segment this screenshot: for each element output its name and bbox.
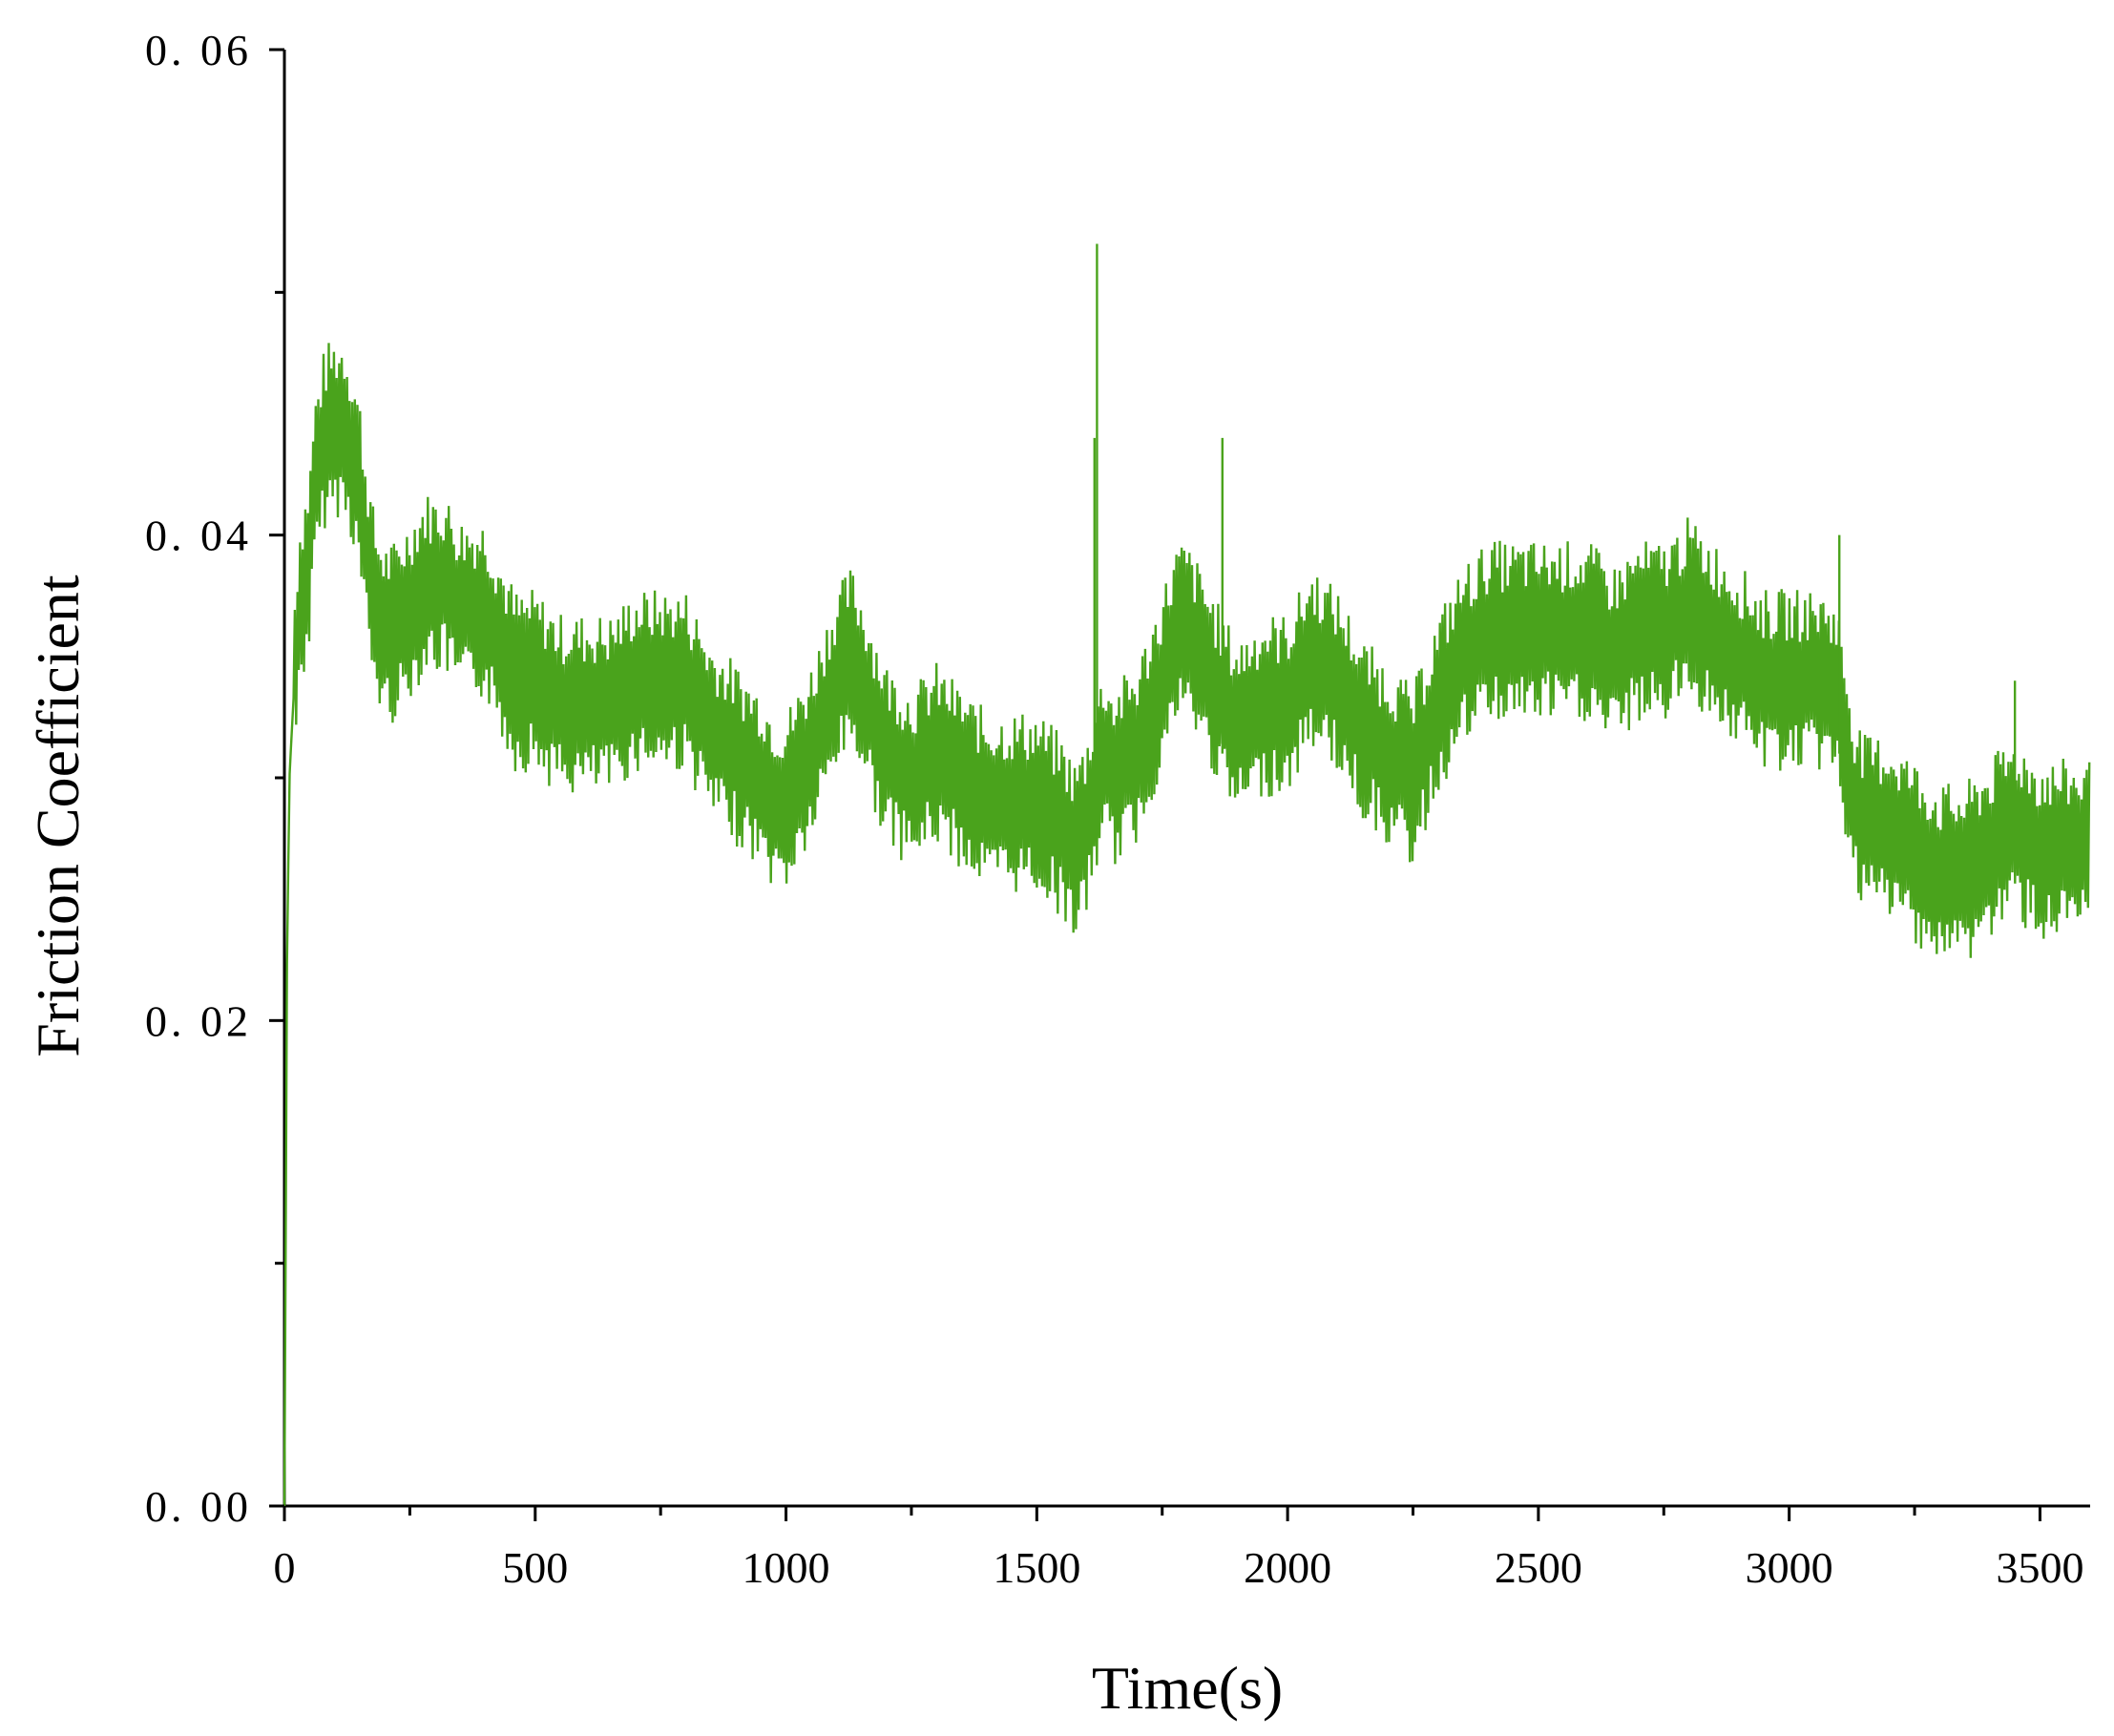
y-tick-label: 0. 00 — [145, 1482, 252, 1531]
axes — [283, 50, 2090, 1508]
x-tick-label: 1500 — [993, 1543, 1080, 1592]
x-axis-title: Time(s) — [1092, 1654, 1283, 1722]
x-tick-label: 3500 — [1996, 1543, 2083, 1592]
x-tick-label: 500 — [502, 1543, 568, 1592]
y-tick-label: 0. 02 — [145, 996, 252, 1045]
x-tick-label: 2000 — [1244, 1543, 1331, 1592]
friction-series-line — [283, 343, 2091, 1507]
y-tick-label: 0. 06 — [145, 26, 252, 74]
y-axis-title: Friction Coefficient — [24, 575, 92, 1057]
tick-labels: 0 500 1000 1500 2000 2500 3000 3500 0. 00 0. 02 0.… — [145, 26, 2083, 1592]
x-tick-label: 3000 — [1746, 1543, 1833, 1592]
plot-area — [283, 243, 2091, 1507]
x-tick-label: 1000 — [743, 1543, 830, 1592]
y-tick-label: 0. 04 — [145, 512, 252, 560]
x-tick-label: 0 — [274, 1543, 296, 1592]
x-tick-label: 2500 — [1495, 1543, 1582, 1592]
